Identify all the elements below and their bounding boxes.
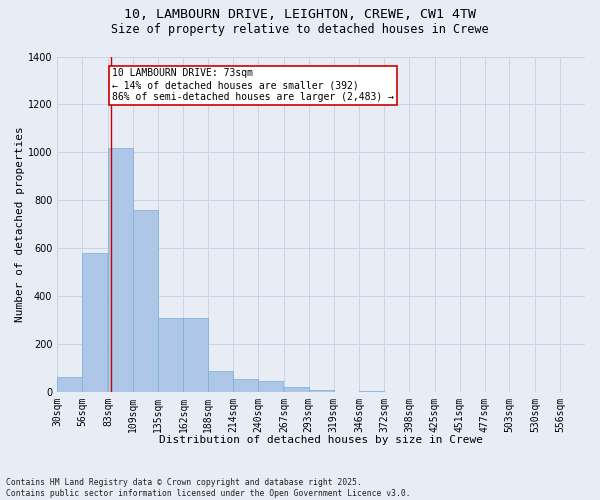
X-axis label: Distribution of detached houses by size in Crewe: Distribution of detached houses by size … xyxy=(159,435,483,445)
Text: Size of property relative to detached houses in Crewe: Size of property relative to detached ho… xyxy=(111,22,489,36)
Bar xyxy=(284,388,309,392)
Bar xyxy=(82,253,107,392)
Text: 10 LAMBOURN DRIVE: 73sqm
← 14% of detached houses are smaller (392)
86% of semi-: 10 LAMBOURN DRIVE: 73sqm ← 14% of detach… xyxy=(112,68,394,102)
Bar xyxy=(233,379,258,392)
Bar xyxy=(359,391,384,392)
Y-axis label: Number of detached properties: Number of detached properties xyxy=(15,126,25,322)
Text: 10, LAMBOURN DRIVE, LEIGHTON, CREWE, CW1 4TW: 10, LAMBOURN DRIVE, LEIGHTON, CREWE, CW1… xyxy=(124,8,476,20)
Bar xyxy=(258,382,283,392)
Bar xyxy=(158,318,182,392)
Bar xyxy=(184,318,208,392)
Text: Contains HM Land Registry data © Crown copyright and database right 2025.
Contai: Contains HM Land Registry data © Crown c… xyxy=(6,478,410,498)
Bar xyxy=(208,370,233,392)
Bar xyxy=(57,376,82,392)
Bar xyxy=(108,148,133,392)
Bar xyxy=(133,210,158,392)
Bar xyxy=(309,390,334,392)
